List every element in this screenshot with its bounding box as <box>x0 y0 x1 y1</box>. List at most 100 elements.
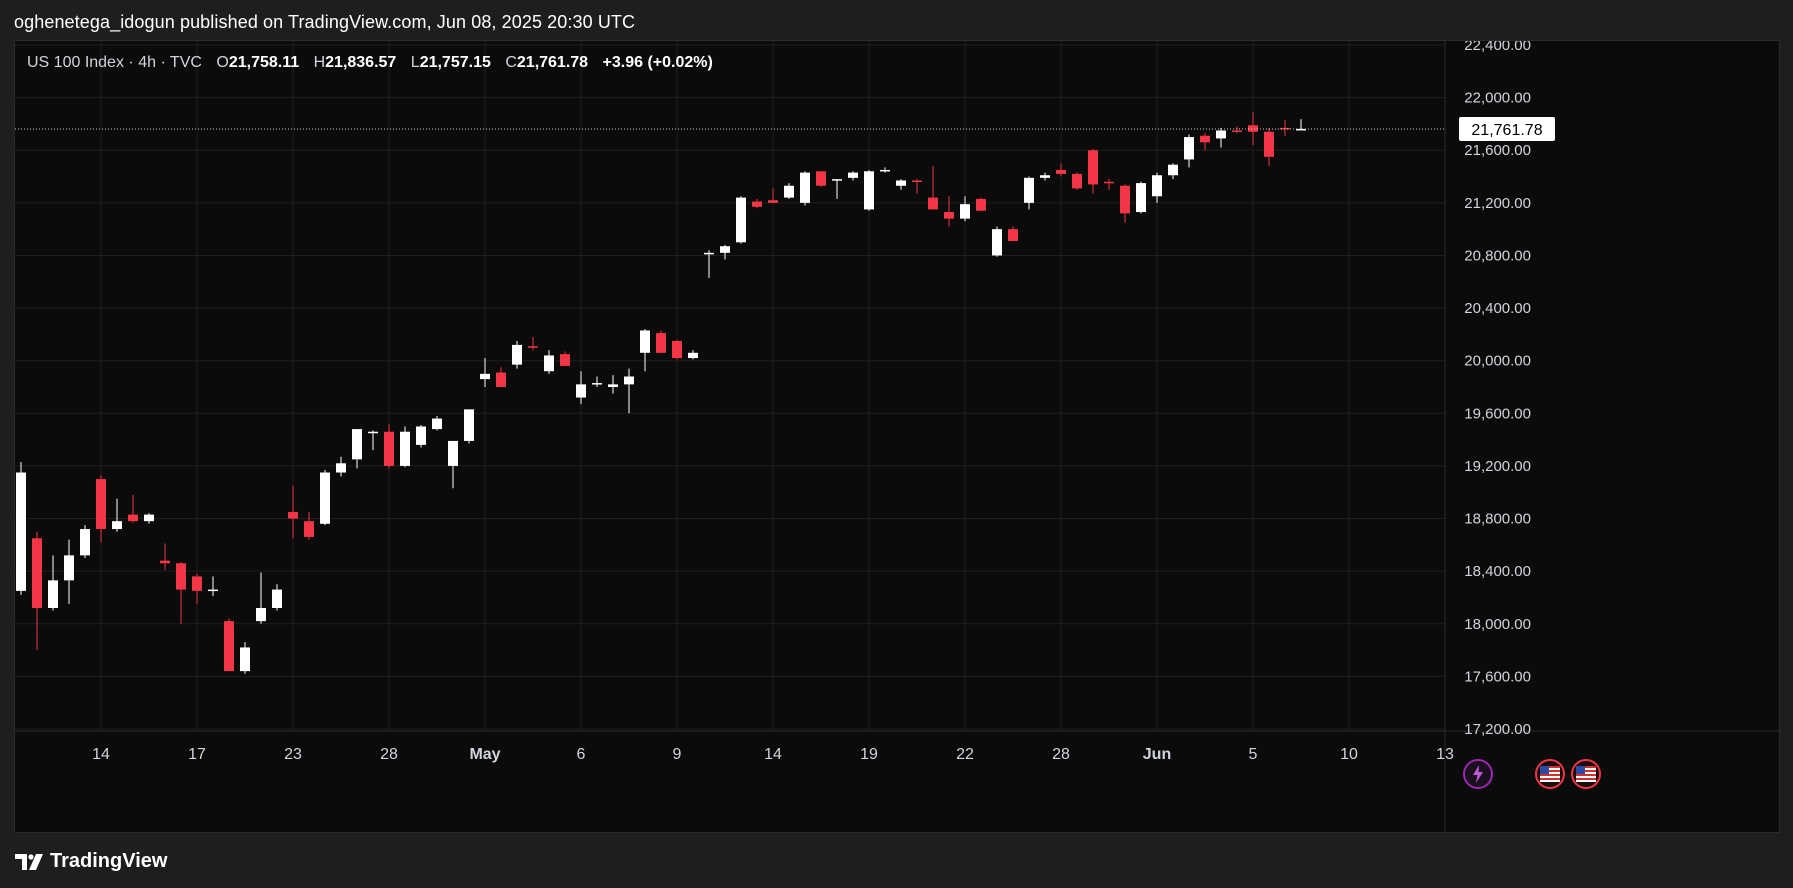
candle-body-down <box>560 354 570 366</box>
candle-body-up <box>432 418 442 430</box>
candle-body-down <box>1264 131 1274 157</box>
candle-body-up <box>1184 137 1194 160</box>
candle-body-down <box>496 372 506 387</box>
time-tick-label: 19 <box>860 746 878 763</box>
candle-body-up <box>400 431 410 466</box>
brand-name: TradingView <box>50 850 168 872</box>
candle-body-up <box>1152 175 1162 197</box>
candle-body-down <box>96 479 106 530</box>
high-value: 21,836.57 <box>325 54 397 71</box>
time-tick-label: 13 <box>1436 746 1454 763</box>
candle-body-up <box>480 373 490 380</box>
candle-body-up <box>704 252 714 255</box>
tradingview-logo[interactable]: TradingView <box>14 850 167 873</box>
price-tick-label: 20,000.00 <box>1464 353 1531 370</box>
close-label: C <box>505 54 517 71</box>
lightning-icon[interactable] <box>1463 759 1493 789</box>
time-tick-label: 22 <box>956 746 974 763</box>
price-tick-label: 17,200.00 <box>1464 721 1531 738</box>
candle-body-down <box>768 200 778 203</box>
candle-body-up <box>256 607 266 622</box>
candle-body-down <box>944 212 954 219</box>
tradingview-icon <box>14 852 44 872</box>
candle-body-up <box>112 521 122 530</box>
interval-label[interactable]: 4h <box>138 54 156 71</box>
candle-body-down <box>192 576 202 591</box>
symbol-name[interactable]: US 100 Index <box>27 54 124 71</box>
price-tick-label: 19,200.00 <box>1464 458 1531 475</box>
candle-body-up <box>336 463 346 473</box>
candle-body-up <box>240 647 250 672</box>
candle-body-down <box>160 560 170 564</box>
candle-body-up <box>624 376 634 385</box>
candle-body-up <box>208 589 218 592</box>
price-tick-label: 18,400.00 <box>1464 563 1531 580</box>
candle-body-down <box>304 521 314 537</box>
candle-body-up <box>352 429 362 460</box>
time-tick-label: 23 <box>284 746 302 763</box>
candle-body-down <box>912 180 922 182</box>
candle-body-up <box>1024 177 1034 203</box>
candle-body-down <box>288 511 298 519</box>
candle-body-down <box>1008 229 1018 241</box>
candle-body-down <box>752 201 762 207</box>
us-flag-icon[interactable] <box>1535 759 1565 789</box>
candle-body-up <box>368 431 378 434</box>
time-tick-label: 28 <box>380 746 398 763</box>
legend-separator: · <box>128 54 134 71</box>
price-tick-label: 21,200.00 <box>1464 195 1531 212</box>
price-tick-label: 18,800.00 <box>1464 511 1531 528</box>
open-label: O <box>216 54 229 71</box>
time-tick-label: 5 <box>1249 746 1258 763</box>
time-tick-label: 17 <box>188 746 206 763</box>
candle-body-down <box>1120 185 1130 214</box>
candle-body-down <box>672 340 682 359</box>
candle-body-up <box>448 440 458 466</box>
candle-body-down <box>1088 150 1098 185</box>
candle-body-down <box>176 563 186 590</box>
candle-body-up <box>608 384 618 387</box>
last-price-label: 21,761.78 <box>1471 122 1542 139</box>
candle-body-up <box>896 180 906 186</box>
time-tick-label: May <box>469 746 500 763</box>
time-tick-label: 28 <box>1052 746 1070 763</box>
price-tick-label: 20,800.00 <box>1464 247 1531 264</box>
candle-body-up <box>992 229 1002 256</box>
price-tick-label: 18,000.00 <box>1464 616 1531 633</box>
candle-body-up <box>1136 183 1146 213</box>
candle-body-up <box>64 555 74 581</box>
candle-body-up <box>1168 164 1178 176</box>
candle-body-down <box>1232 130 1242 132</box>
time-tick-label: 14 <box>92 746 110 763</box>
candle-body-down <box>1200 135 1210 143</box>
candle-body-up <box>544 355 554 372</box>
candle-body-up <box>640 330 650 353</box>
candle-body-up <box>736 197 746 243</box>
candle-body-up <box>1040 175 1050 178</box>
candle-body-down <box>928 197 938 210</box>
candle-body-up <box>16 472 26 591</box>
last-price-badge <box>1459 116 1555 141</box>
us-flag-icon[interactable] <box>1571 759 1601 789</box>
candle-body-up <box>720 246 730 253</box>
candlestick-chart[interactable]: 17,200.00 17,600.00 18,000.00 18,400.00 18,8… <box>15 41 1780 833</box>
time-tick-label: 6 <box>577 746 586 763</box>
candle-body-up <box>144 514 154 522</box>
candle-body-up <box>848 172 858 178</box>
time-tick-label: 10 <box>1340 746 1358 763</box>
candle-body-down <box>32 538 42 608</box>
candle-body-up <box>416 426 426 445</box>
chart-panel[interactable]: 17,200.00 17,600.00 18,000.00 18,400.00 18,8… <box>14 40 1780 833</box>
candle-body-down <box>1072 173 1082 189</box>
candle-body-down <box>384 431 394 466</box>
candle-body-down <box>976 198 986 211</box>
candle-body-up <box>800 172 810 203</box>
price-tick-label: 22,000.00 <box>1464 90 1531 107</box>
open-value: 21,758.11 <box>228 54 300 71</box>
candle-body-up <box>464 409 474 441</box>
price-tick-label: 19,600.00 <box>1464 405 1531 422</box>
price-tick-label: 21,600.00 <box>1464 142 1531 159</box>
candle-body-up <box>80 529 90 556</box>
source-label: TVC <box>169 54 202 71</box>
price-tick-label: 22,400.00 <box>1464 41 1531 54</box>
